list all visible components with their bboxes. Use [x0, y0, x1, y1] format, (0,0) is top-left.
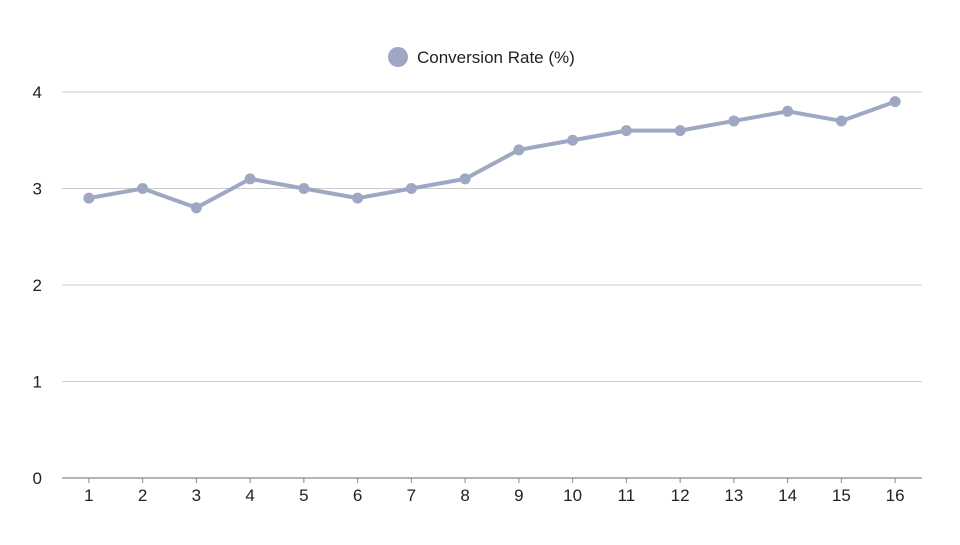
- data-point: [190, 202, 202, 214]
- y-axis: 0 1 2 3 4: [33, 83, 42, 488]
- legend-label: Conversion Rate (%): [417, 48, 575, 67]
- x-tick-label: 16: [886, 486, 905, 505]
- x-tick-label: 3: [192, 486, 201, 505]
- x-tick-label: 4: [245, 486, 254, 505]
- data-point: [889, 96, 901, 108]
- x-tick-label: 8: [460, 486, 469, 505]
- data-point: [83, 192, 95, 204]
- data-point: [137, 183, 149, 194]
- y-tick-label: 4: [33, 83, 42, 102]
- x-tick-label: 10: [563, 486, 582, 505]
- data-point: [459, 173, 471, 185]
- x-tick-label: 13: [724, 486, 743, 505]
- x-tick-label: 12: [671, 486, 690, 505]
- data-point: [513, 144, 525, 156]
- legend: Conversion Rate (%): [388, 47, 575, 67]
- y-tick-label: 3: [33, 180, 42, 199]
- x-tick-label: 14: [778, 486, 797, 505]
- data-point: [352, 192, 364, 204]
- x-tick-label: 6: [353, 486, 362, 505]
- y-tick-label: 0: [33, 469, 42, 488]
- x-tick-label: 2: [138, 486, 147, 505]
- y-tick-label: 2: [33, 276, 42, 295]
- data-point: [835, 115, 847, 127]
- data-point: [728, 115, 740, 127]
- y-tick-label: 1: [33, 373, 42, 392]
- data-point: [567, 134, 579, 146]
- x-tick-label: 1: [84, 486, 93, 505]
- data-point: [620, 125, 632, 137]
- data-point: [674, 125, 686, 137]
- x-tick-label: 15: [832, 486, 851, 505]
- gridlines: [62, 91, 922, 479]
- data-point: [244, 173, 256, 185]
- legend-marker: [388, 47, 408, 67]
- x-axis: 1 2 3 4 5 6 7 8 9 10 11 12 13 14 15 16: [84, 478, 905, 505]
- x-tick-label: 9: [514, 486, 523, 505]
- data-point: [298, 183, 310, 194]
- series-group: [83, 96, 901, 214]
- data-point: [405, 183, 417, 194]
- data-point: [782, 105, 794, 117]
- x-tick-label: 5: [299, 486, 308, 505]
- series-line: [86, 99, 898, 210]
- x-tick-label: 11: [618, 486, 636, 505]
- x-tick-label: 7: [407, 486, 416, 505]
